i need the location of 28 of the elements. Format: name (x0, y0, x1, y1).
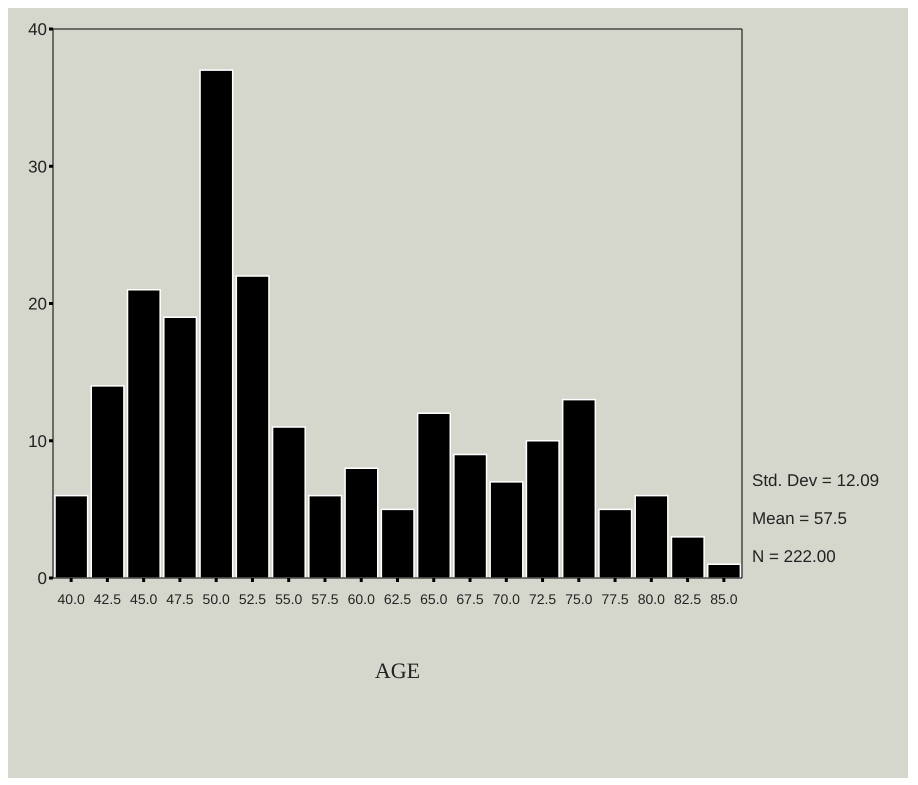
y-tick-label: 0 (38, 569, 47, 588)
x-tick-label: 85.0 (710, 591, 738, 607)
x-tick-label: 65.0 (420, 591, 448, 607)
text: N = 222.00 (752, 546, 837, 568)
x-tick-label: 50.0 (202, 591, 230, 607)
x-tick-label: 45.0 (130, 591, 158, 607)
x-tick-label: 55.0 (275, 591, 303, 607)
x-tick-label: 57.5 (311, 591, 339, 607)
text: Mean = 57.5 (752, 508, 848, 530)
x-tick-label: 80.0 (638, 591, 666, 607)
x-tick-label: 60.0 (348, 591, 376, 607)
x-tick-label: 47.5 (166, 591, 194, 607)
x-tick-label: 40.0 (58, 591, 85, 607)
y-tick-label: 10 (28, 432, 47, 451)
y-tick-label: 30 (28, 157, 47, 176)
x-tick-label: 70.0 (492, 591, 520, 607)
x-tick-label: 62.5 (384, 591, 412, 607)
y-tick-label: 20 (28, 294, 47, 314)
y-tick-label: 40 (28, 20, 47, 40)
x-tick-label: 42.5 (94, 591, 122, 607)
x-tick-label: 77.5 (601, 591, 629, 607)
x-tick-label: 52.5 (238, 591, 266, 607)
x-tick-label: 67.5 (456, 591, 484, 607)
x-tick-label: 82.5 (674, 591, 702, 607)
x-tick-label: 75.0 (565, 591, 593, 607)
x-tick-label: 72.5 (528, 591, 556, 607)
text: Std. Dev = 12.09 (752, 470, 880, 492)
x-axis-title: AGE (374, 658, 420, 683)
